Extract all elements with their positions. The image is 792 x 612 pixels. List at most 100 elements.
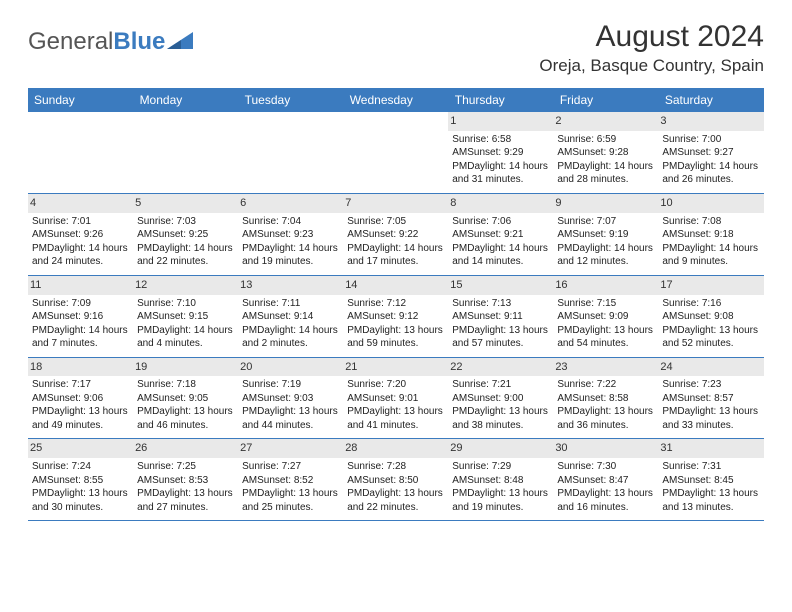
daylight-line: Daylight: 13 hours and 16 minutes. — [557, 488, 653, 513]
daylight-line: Daylight: 13 hours and 52 minutes. — [662, 325, 758, 350]
day-number: 3 — [658, 112, 763, 131]
calendar-cell — [28, 112, 133, 193]
daylight-line: Daylight: 14 hours and 26 minutes. — [662, 161, 758, 186]
weekday-header-row: SundayMondayTuesdayWednesdayThursdayFrid… — [28, 88, 764, 112]
day-number: 28 — [343, 439, 448, 458]
daylight-line: Daylight: 14 hours and 24 minutes. — [32, 243, 128, 268]
calendar-cell: 27Sunrise: 7:27 AMSunset: 8:52 PMDayligh… — [238, 439, 343, 521]
day-number: 6 — [238, 194, 343, 213]
calendar-cell: 23Sunrise: 7:22 AMSunset: 8:58 PMDayligh… — [553, 357, 658, 439]
day-number: 13 — [238, 276, 343, 295]
calendar-cell — [133, 112, 238, 193]
calendar-cell: 6Sunrise: 7:04 AMSunset: 9:23 PMDaylight… — [238, 193, 343, 275]
daylight-line: Daylight: 13 hours and 46 minutes. — [137, 406, 233, 431]
daylight-line: Daylight: 14 hours and 31 minutes. — [452, 161, 548, 186]
daylight-line: Daylight: 13 hours and 38 minutes. — [452, 406, 548, 431]
day-number: 26 — [133, 439, 238, 458]
calendar-cell: 3Sunrise: 7:00 AMSunset: 9:27 PMDaylight… — [658, 112, 763, 193]
day-number: 7 — [343, 194, 448, 213]
day-number: 18 — [28, 358, 133, 377]
calendar-cell: 13Sunrise: 7:11 AMSunset: 9:14 PMDayligh… — [238, 275, 343, 357]
calendar-row: 18Sunrise: 7:17 AMSunset: 9:06 PMDayligh… — [28, 357, 764, 439]
day-number: 15 — [448, 276, 553, 295]
calendar-cell: 26Sunrise: 7:25 AMSunset: 8:53 PMDayligh… — [133, 439, 238, 521]
daylight-line: Daylight: 14 hours and 22 minutes. — [137, 243, 233, 268]
day-number: 9 — [553, 194, 658, 213]
weekday-thursday: Thursday — [448, 88, 553, 112]
calendar-row: 1Sunrise: 6:58 AMSunset: 9:29 PMDaylight… — [28, 112, 764, 193]
header: GeneralBlue August 2024 Oreja, Basque Co… — [28, 20, 764, 76]
calendar-cell: 10Sunrise: 7:08 AMSunset: 9:18 PMDayligh… — [658, 193, 763, 275]
day-number: 23 — [553, 358, 658, 377]
calendar-cell: 4Sunrise: 7:01 AMSunset: 9:26 PMDaylight… — [28, 193, 133, 275]
day-number: 27 — [238, 439, 343, 458]
day-number: 2 — [553, 112, 658, 131]
weekday-sunday: Sunday — [28, 88, 133, 112]
calendar-cell: 8Sunrise: 7:06 AMSunset: 9:21 PMDaylight… — [448, 193, 553, 275]
day-number: 12 — [133, 276, 238, 295]
weekday-friday: Friday — [553, 88, 658, 112]
calendar-cell: 5Sunrise: 7:03 AMSunset: 9:25 PMDaylight… — [133, 193, 238, 275]
day-number: 11 — [28, 276, 133, 295]
daylight-line: Daylight: 14 hours and 7 minutes. — [32, 325, 128, 350]
daylight-line: Daylight: 13 hours and 22 minutes. — [347, 488, 443, 513]
daylight-line: Daylight: 13 hours and 30 minutes. — [32, 488, 128, 513]
calendar-cell: 20Sunrise: 7:19 AMSunset: 9:03 PMDayligh… — [238, 357, 343, 439]
month-title: August 2024 — [539, 20, 764, 54]
calendar-cell: 16Sunrise: 7:15 AMSunset: 9:09 PMDayligh… — [553, 275, 658, 357]
logo-text: GeneralBlue — [28, 28, 165, 56]
day-number: 24 — [658, 358, 763, 377]
calendar-cell: 9Sunrise: 7:07 AMSunset: 9:19 PMDaylight… — [553, 193, 658, 275]
day-number: 25 — [28, 439, 133, 458]
calendar-cell: 11Sunrise: 7:09 AMSunset: 9:16 PMDayligh… — [28, 275, 133, 357]
logo-part2: Blue — [113, 28, 165, 55]
calendar-cell: 28Sunrise: 7:28 AMSunset: 8:50 PMDayligh… — [343, 439, 448, 521]
daylight-line: Daylight: 13 hours and 44 minutes. — [242, 406, 338, 431]
day-number: 17 — [658, 276, 763, 295]
daylight-line: Daylight: 13 hours and 33 minutes. — [662, 406, 758, 431]
day-number: 10 — [658, 194, 763, 213]
location: Oreja, Basque Country, Spain — [539, 56, 764, 76]
daylight-line: Daylight: 14 hours and 19 minutes. — [242, 243, 338, 268]
day-number: 21 — [343, 358, 448, 377]
daylight-line: Daylight: 13 hours and 36 minutes. — [557, 406, 653, 431]
daylight-line: Daylight: 13 hours and 49 minutes. — [32, 406, 128, 431]
daylight-line: Daylight: 13 hours and 13 minutes. — [662, 488, 758, 513]
daylight-line: Daylight: 14 hours and 12 minutes. — [557, 243, 653, 268]
daylight-line: Daylight: 13 hours and 27 minutes. — [137, 488, 233, 513]
calendar-cell: 24Sunrise: 7:23 AMSunset: 8:57 PMDayligh… — [658, 357, 763, 439]
daylight-line: Daylight: 13 hours and 41 minutes. — [347, 406, 443, 431]
day-number: 29 — [448, 439, 553, 458]
calendar-cell — [343, 112, 448, 193]
weekday-saturday: Saturday — [658, 88, 763, 112]
daylight-line: Daylight: 13 hours and 59 minutes. — [347, 325, 443, 350]
day-number: 19 — [133, 358, 238, 377]
calendar-row: 4Sunrise: 7:01 AMSunset: 9:26 PMDaylight… — [28, 193, 764, 275]
day-number: 31 — [658, 439, 763, 458]
calendar-cell: 14Sunrise: 7:12 AMSunset: 9:12 PMDayligh… — [343, 275, 448, 357]
calendar-cell: 25Sunrise: 7:24 AMSunset: 8:55 PMDayligh… — [28, 439, 133, 521]
calendar-cell: 29Sunrise: 7:29 AMSunset: 8:48 PMDayligh… — [448, 439, 553, 521]
daylight-line: Daylight: 14 hours and 28 minutes. — [557, 161, 653, 186]
calendar-body: 1Sunrise: 6:58 AMSunset: 9:29 PMDaylight… — [28, 112, 764, 521]
daylight-line: Daylight: 13 hours and 19 minutes. — [452, 488, 548, 513]
daylight-line: Daylight: 13 hours and 57 minutes. — [452, 325, 548, 350]
logo-part1: General — [28, 28, 113, 55]
daylight-line: Daylight: 14 hours and 14 minutes. — [452, 243, 548, 268]
calendar-row: 25Sunrise: 7:24 AMSunset: 8:55 PMDayligh… — [28, 439, 764, 521]
calendar-cell: 30Sunrise: 7:30 AMSunset: 8:47 PMDayligh… — [553, 439, 658, 521]
calendar-row: 11Sunrise: 7:09 AMSunset: 9:16 PMDayligh… — [28, 275, 764, 357]
day-number: 14 — [343, 276, 448, 295]
day-number: 20 — [238, 358, 343, 377]
calendar-cell: 17Sunrise: 7:16 AMSunset: 9:08 PMDayligh… — [658, 275, 763, 357]
calendar-cell: 2Sunrise: 6:59 AMSunset: 9:28 PMDaylight… — [553, 112, 658, 193]
calendar-cell: 31Sunrise: 7:31 AMSunset: 8:45 PMDayligh… — [658, 439, 763, 521]
day-number: 22 — [448, 358, 553, 377]
day-number: 16 — [553, 276, 658, 295]
weekday-wednesday: Wednesday — [343, 88, 448, 112]
weekday-tuesday: Tuesday — [238, 88, 343, 112]
daylight-line: Daylight: 14 hours and 17 minutes. — [347, 243, 443, 268]
day-number: 1 — [448, 112, 553, 131]
weekday-monday: Monday — [133, 88, 238, 112]
day-number: 8 — [448, 194, 553, 213]
